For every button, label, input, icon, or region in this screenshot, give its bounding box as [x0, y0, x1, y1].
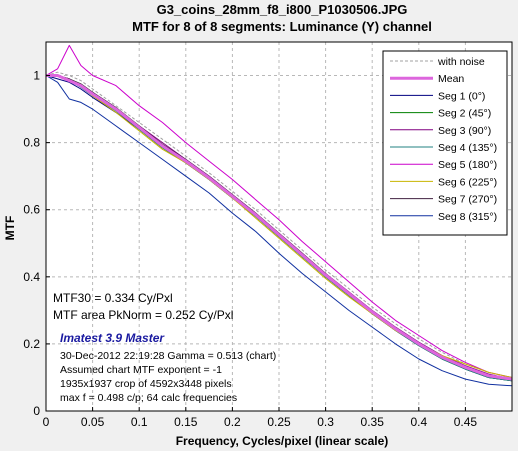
y-tick-label: 0 — [33, 404, 40, 418]
x-tick-label: 0 — [43, 415, 50, 429]
series-lines — [45, 44, 513, 387]
legend-label: Seg 2 (45°) — [438, 108, 491, 120]
x-tick-label: 0.05 — [81, 415, 105, 429]
imatest-brand: Imatest 3.9 Master — [60, 331, 165, 345]
series-line — [45, 44, 513, 378]
legend-label: Seg 7 (270°) — [438, 194, 497, 206]
mtf30-annotation: MTF30 = 0.334 Cy/Pxl — [53, 291, 173, 305]
x-tick-label: 0.35 — [361, 415, 385, 429]
y-tick-label: 0.8 — [23, 136, 40, 150]
series-line — [45, 71, 513, 378]
series-line — [45, 75, 513, 387]
mtf-area-annotation: MTF area PkNorm = 0.252 Cy/Pxl — [53, 308, 233, 322]
chart-title: G3_coins_28mm_f8_i800_P1030506.JPG — [157, 2, 408, 17]
legend-label: Seg 3 (90°) — [438, 125, 491, 137]
crop-text: 1935x1937 crop of 4592x3448 pixels — [60, 378, 232, 390]
y-tick-label: 1 — [33, 69, 40, 83]
x-tick-label: 0.2 — [224, 415, 241, 429]
chart-subtitle: MTF for 8 of 8 segments: Luminance (Y) c… — [132, 19, 432, 34]
max-frequency-text: max f = 0.498 c/p; 64 calc frequencies — [60, 392, 237, 404]
axis-ticks: 0 0.05 0.1 0.15 0.2 0.25 0.3 0.35 0.4 0.45 0 0.2 0.4… — [23, 69, 477, 429]
legend-label: Seg 6 (225°) — [438, 176, 497, 188]
legend-label: Seg 1 (0°) — [438, 90, 485, 102]
y-tick-label: 0.6 — [23, 203, 40, 217]
exponent-text: Assumed chart MTF exponent = -1 — [60, 364, 222, 376]
legend-label: with noise — [437, 56, 485, 68]
x-tick-label: 0.45 — [454, 415, 478, 429]
x-tick-label: 0.15 — [174, 415, 198, 429]
x-tick-label: 0.4 — [410, 415, 427, 429]
y-tick-label: 0.4 — [23, 270, 40, 284]
legend-label: Seg 4 (135°) — [438, 142, 497, 154]
x-tick-label: 0.25 — [267, 415, 291, 429]
x-tick-label: 0.1 — [131, 415, 148, 429]
legend-label: Seg 8 (315°) — [438, 211, 497, 223]
legend: with noise Mean Seg 1 (0°) Seg 2 (45°) Seg 3… — [382, 50, 508, 236]
legend-label: Seg 5 (180°) — [438, 159, 497, 171]
y-axis-label: MTF — [3, 216, 17, 241]
legend-label: Mean — [438, 73, 464, 85]
legend-box — [382, 50, 508, 236]
x-axis-label: Frequency, Cycles/pixel (linear scale) — [176, 434, 389, 448]
x-tick-label: 0.3 — [317, 415, 334, 429]
y-tick-label: 0.2 — [23, 337, 40, 351]
series-line — [46, 74, 513, 381]
date-gamma-text: 30-Dec-2012 22:19:28 Gamma = 0.513 (char… — [60, 350, 276, 362]
